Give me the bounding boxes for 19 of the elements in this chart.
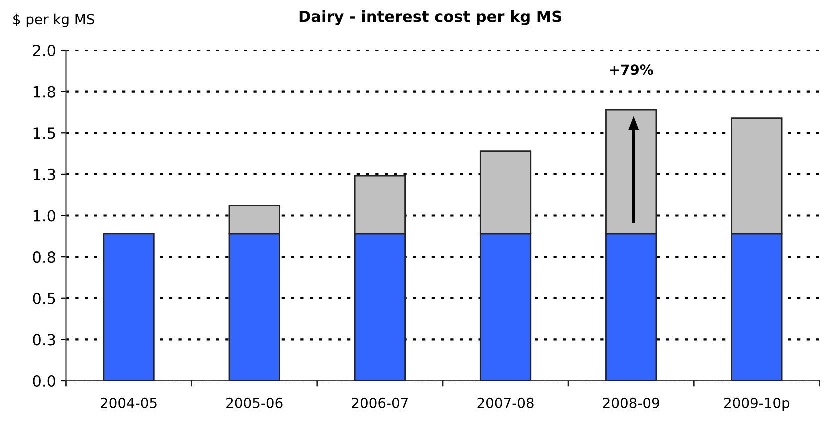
y-tick-label: 0.8 — [33, 252, 56, 264]
x-tick-label: 2007-08 — [478, 398, 534, 408]
y-axis-title: $ per kg MS — [14, 14, 94, 28]
x-tick-label: 2009-10p — [724, 398, 790, 412]
y-tick-label: 0.3 — [33, 334, 56, 346]
x-tick-label: 2004-05 — [101, 398, 157, 408]
x-tick-label: 2006-07 — [352, 398, 408, 408]
y-tick-label: 1.5 — [34, 128, 56, 140]
y-tick-label: 1.3 — [34, 168, 56, 180]
annotation: +79% — [610, 64, 654, 76]
chart-title: Dairy - interest cost per kg MS — [300, 10, 562, 26]
y-tick-label: 2.0 — [33, 44, 56, 57]
x-tick-label: 2005-06 — [226, 398, 283, 408]
y-tick-label: 1.0 — [34, 210, 56, 222]
y-tick-label: 0.5 — [33, 292, 56, 304]
x-tick-label: 2008-09 — [603, 398, 660, 408]
y-tick-label: 1.8 — [34, 86, 56, 98]
y-tick-label: 0.0 — [33, 375, 56, 388]
bar — [103, 233, 155, 382]
